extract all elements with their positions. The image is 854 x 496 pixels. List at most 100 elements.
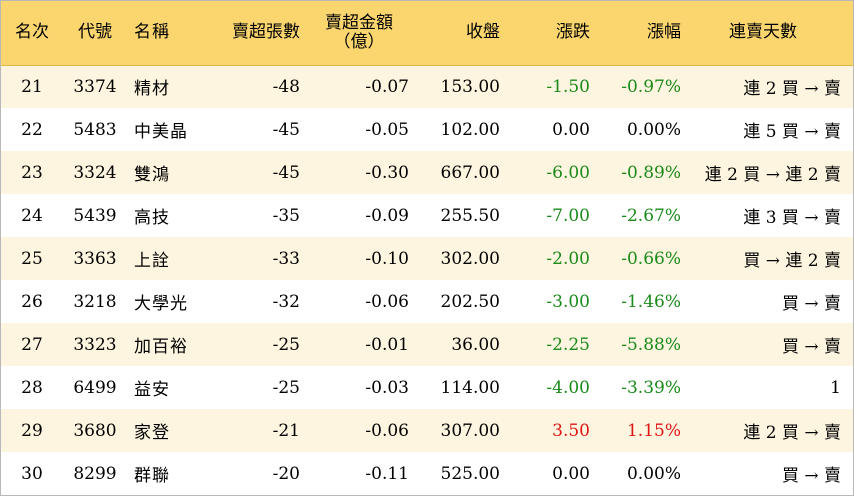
cell-sell-lots: -25 [272,377,300,398]
table-row: 28 6499 益安 -25 -0.03 114.00 -4.00 -3.39% 1 [1,366,853,409]
cell-stock-name: 益安 [134,380,170,400]
cell-sell-lots: -45 [272,162,300,183]
cell-stock-code: 5483 [73,119,117,140]
table-row: 27 3323 加百裕 -25 -0.01 36.00 -2.25 -5.88% 買 → 賣 [1,323,853,366]
cell-stock-code: 3680 [73,420,117,441]
cell-change-pct: -1.46% [621,291,681,312]
header-rank: 名次 [15,22,49,43]
table-row: 24 5439 高技 -35 -0.09 255.50 -7.00 -2.67% 連 3 買 →… [1,194,853,237]
cell-sell-streak: 買 → 賣 [781,337,841,357]
cell-stock-code: 5439 [73,205,117,226]
table-row: 26 3218 大學光 -32 -0.06 202.50 -3.00 -1.46% 買 → 賣 [1,280,853,323]
cell-sell-amount: -0.05 [365,119,409,140]
cell-price-change: -2.00 [546,248,590,269]
cell-sell-amount: -0.03 [365,377,409,398]
cell-stock-code: 3324 [73,162,117,183]
cell-stock-name: 加百裕 [134,337,188,357]
table-row: 30 8299 群聯 -20 -0.11 525.00 0.00 0.00% 買 → 賣 [1,452,853,495]
cell-rank: 28 [21,377,43,398]
cell-price-change: -2.25 [546,334,590,355]
cell-rank: 23 [21,162,43,183]
cell-rank: 24 [21,205,43,226]
cell-stock-name: 大學光 [134,294,188,314]
cell-close-price: 667.00 [440,162,500,183]
cell-change-pct: -0.89% [621,162,681,183]
cell-stock-code: 3323 [73,334,117,355]
cell-sell-streak: 買 → 賣 [781,294,841,314]
cell-stock-code: 3363 [73,248,117,269]
cell-close-price: 525.00 [440,463,500,484]
cell-stock-name: 上詮 [134,251,170,271]
header-sell-amount-unit: （億） [333,31,385,52]
cell-stock-code: 3218 [73,291,117,312]
cell-sell-lots: -45 [272,119,300,140]
cell-sell-lots: -35 [272,205,300,226]
cell-sell-amount: -0.30 [365,162,409,183]
cell-close-price: 307.00 [440,420,500,441]
cell-sell-streak: 買 → 連 2 賣 [743,251,841,271]
header-sell-lots: 賣超張數 [232,22,300,43]
cell-close-price: 102.00 [440,119,500,140]
cell-change-pct: -3.39% [621,377,681,398]
cell-sell-streak: 1 [830,377,841,398]
cell-sell-lots: -48 [272,76,300,97]
table-row: 23 3324 雙鴻 -45 -0.30 667.00 -6.00 -0.89% 連 2 買 →… [1,151,853,194]
cell-close-price: 114.00 [440,377,500,398]
cell-sell-streak: 連 2 買 → 連 2 賣 [704,165,841,185]
header-name: 名稱 [134,22,170,43]
header-sell-streak: 連賣天數 [729,22,797,43]
cell-rank: 29 [21,420,43,441]
cell-close-price: 153.00 [440,76,500,97]
cell-sell-lots: -25 [272,334,300,355]
cell-sell-lots: -20 [272,463,300,484]
table-row: 25 3363 上詮 -33 -0.10 302.00 -2.00 -0.66% 買 → 連 2… [1,237,853,280]
cell-stock-code: 8299 [73,463,117,484]
header-code: 代號 [78,22,112,43]
cell-sell-streak: 買 → 賣 [781,466,841,486]
cell-change-pct: 1.15% [626,420,681,441]
cell-rank: 22 [21,119,43,140]
cell-sell-amount: -0.10 [365,248,409,269]
cell-close-price: 202.50 [440,291,500,312]
cell-stock-name: 家登 [134,423,170,443]
cell-rank: 27 [21,334,43,355]
cell-stock-code: 3374 [73,76,117,97]
cell-change-pct: 0.00% [626,463,681,484]
cell-sell-amount: -0.06 [365,420,409,441]
cell-price-change: 3.50 [552,420,590,441]
cell-price-change: -3.00 [546,291,590,312]
cell-sell-streak: 連 5 買 → 賣 [743,122,841,142]
cell-sell-streak: 連 3 買 → 賣 [743,208,841,228]
cell-price-change: 0.00 [552,463,590,484]
cell-close-price: 255.50 [440,205,500,226]
cell-change-pct: -0.66% [621,248,681,269]
cell-price-change: -6.00 [546,162,590,183]
cell-sell-streak: 連 2 買 → 賣 [743,79,841,100]
cell-price-change: -1.50 [546,76,590,97]
cell-rank: 21 [21,76,43,97]
header-close: 收盤 [466,22,500,43]
cell-sell-amount: -0.11 [365,463,409,484]
table-row: 22 5483 中美晶 -45 -0.05 102.00 0.00 0.00% 連 5 買 → … [1,108,853,151]
cell-stock-name: 精材 [134,79,170,100]
table-row: 21 3374 精材 -48 -0.07 153.00 -1.50 -0.97% 連 2 買 →… [1,65,853,108]
header-change-pct: 漲幅 [647,22,681,43]
cell-sell-amount: -0.07 [365,76,409,97]
cell-sell-streak: 連 2 買 → 賣 [743,423,841,443]
cell-stock-name: 高技 [134,208,170,228]
cell-stock-name: 雙鴻 [134,165,170,185]
cell-sell-amount: -0.06 [365,291,409,312]
cell-stock-code: 6499 [73,377,117,398]
cell-stock-name: 中美晶 [134,122,188,142]
header-change: 漲跌 [556,22,590,43]
cell-sell-lots: -21 [272,420,300,441]
cell-change-pct: 0.00% [626,119,681,140]
cell-close-price: 36.00 [451,334,500,355]
cell-sell-amount: -0.01 [365,334,409,355]
cell-stock-name: 群聯 [134,466,170,486]
table-header-row: 名次 代號 名稱 賣超張數 賣超金額 （億） 收盤 漲跌 漲幅 連賣天數 [1,1,853,65]
cell-price-change: 0.00 [552,119,590,140]
header-sell-amount: 賣超金額 （億） [309,1,415,65]
header-sell-amount-label: 賣超金額 [325,12,393,33]
